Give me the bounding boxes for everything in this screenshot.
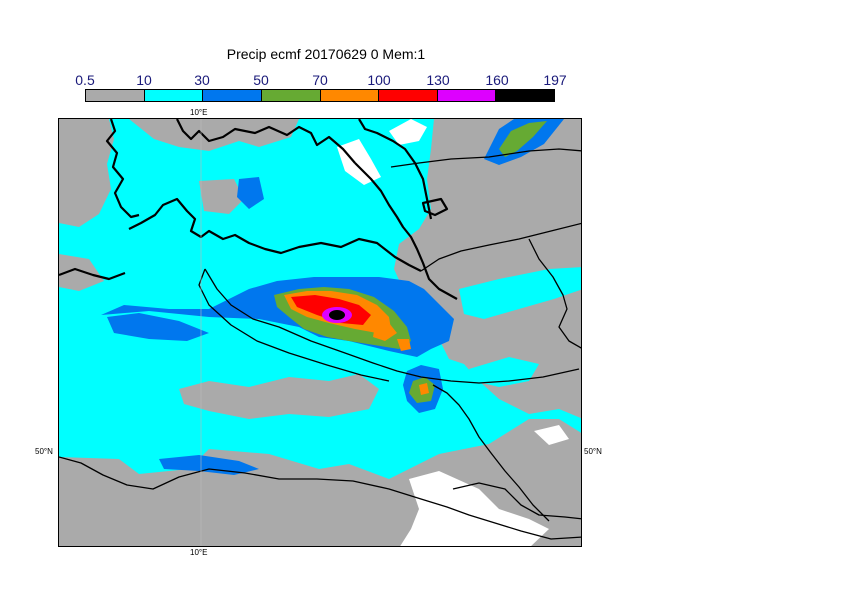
legend-swatch-4 <box>320 90 380 101</box>
border-east-vertical <box>528 238 581 349</box>
white-patch-northeast <box>389 119 427 145</box>
grey-region-east <box>394 119 581 419</box>
bottom-longitude-label: 10°E <box>190 548 208 557</box>
left-latitude-label: 50°N <box>35 447 53 456</box>
grey-region-baltic-island <box>199 179 244 214</box>
color-legend-bar <box>85 89 555 102</box>
blue-patch-denmark <box>237 177 264 209</box>
map-title: Precip ecmf 20170629 0 Mem:1 <box>226 46 426 62</box>
border-germany-poland <box>204 268 580 384</box>
country-borders <box>59 148 581 540</box>
legend-swatch-7 <box>496 90 554 101</box>
coastline-west <box>59 267 126 281</box>
border-southeast <box>452 482 581 520</box>
border-czech <box>432 384 550 522</box>
cyan-tongue-east <box>459 267 581 319</box>
coastline-gulf <box>358 119 433 220</box>
legend-tick-5: 100 <box>367 72 391 88</box>
legend-swatch-6 <box>437 90 497 101</box>
green-band-northeast <box>499 121 547 157</box>
coastline-sweden <box>176 119 356 164</box>
legend-tick-2: 30 <box>194 72 210 88</box>
white-patch-north <box>337 139 381 185</box>
coastlines <box>59 119 458 300</box>
grey-region-north-sea <box>129 119 299 151</box>
coastline-baltic <box>354 162 458 300</box>
right-latitude-label: 50°N <box>584 447 602 456</box>
legend-swatch-1 <box>144 90 204 101</box>
grey-region-northwest <box>59 119 114 227</box>
border-baltic-east <box>390 148 581 168</box>
blue-band-west <box>107 313 209 341</box>
legend-tick-4: 70 <box>312 72 328 88</box>
legend-swatch-5 <box>379 90 438 101</box>
legend-swatch-3 <box>261 90 321 101</box>
legend-tick-0: 0.5 <box>75 72 95 88</box>
legend-tick-3: 50 <box>253 72 269 88</box>
legend-tick-8: 197 <box>543 72 567 88</box>
coastline-denmark <box>128 197 422 272</box>
black-core <box>329 310 345 320</box>
white-patch-east <box>534 425 569 445</box>
legend-tick-7: 160 <box>485 72 509 88</box>
legend-swatch-0 <box>86 90 145 101</box>
blue-patch-south-mid <box>159 455 259 475</box>
grey-region-west <box>59 254 104 291</box>
legend-tick-labels: 0.5 10 30 50 70 100 130 160 197 <box>0 72 842 90</box>
coastline-norway <box>105 119 140 219</box>
border-south-curve <box>59 456 581 540</box>
border-loop-west <box>198 268 390 382</box>
coastline-island <box>421 197 449 217</box>
orange-blob-1 <box>373 323 397 341</box>
legend-tick-1: 10 <box>136 72 152 88</box>
grey-region-central <box>179 374 379 419</box>
border-poland-north <box>420 222 581 272</box>
cyan-band-south <box>119 409 504 471</box>
orange-blob-south <box>419 383 429 395</box>
precipitation-map <box>58 118 582 547</box>
legend-swatch-2 <box>203 90 262 101</box>
top-longitude-label: 10°E <box>190 108 208 117</box>
orange-blob-2 <box>397 339 411 351</box>
white-patch-southeast <box>400 471 549 546</box>
legend-tick-6: 130 <box>426 72 450 88</box>
